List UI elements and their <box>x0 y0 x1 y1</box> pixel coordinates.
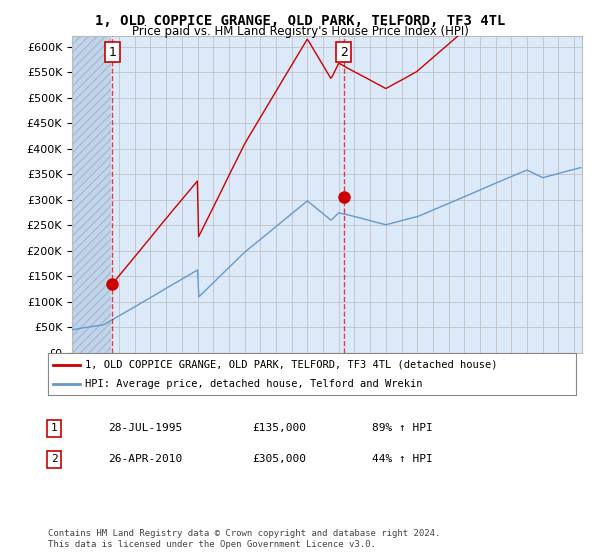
Text: 89% ↑ HPI: 89% ↑ HPI <box>372 423 433 433</box>
Text: 1: 1 <box>50 423 58 433</box>
Text: Price paid vs. HM Land Registry's House Price Index (HPI): Price paid vs. HM Land Registry's House … <box>131 25 469 38</box>
Text: Contains HM Land Registry data © Crown copyright and database right 2024.
This d: Contains HM Land Registry data © Crown c… <box>48 529 440 549</box>
Text: 28-JUL-1995: 28-JUL-1995 <box>108 423 182 433</box>
Text: 1, OLD COPPICE GRANGE, OLD PARK, TELFORD, TF3 4TL (detached house): 1, OLD COPPICE GRANGE, OLD PARK, TELFORD… <box>85 360 497 370</box>
Text: HPI: Average price, detached house, Telford and Wrekin: HPI: Average price, detached house, Telf… <box>85 379 422 389</box>
Text: £135,000: £135,000 <box>252 423 306 433</box>
Text: 2: 2 <box>340 46 348 59</box>
Text: 44% ↑ HPI: 44% ↑ HPI <box>372 454 433 464</box>
Text: £305,000: £305,000 <box>252 454 306 464</box>
Text: 2: 2 <box>50 454 58 464</box>
Text: 1, OLD COPPICE GRANGE, OLD PARK, TELFORD, TF3 4TL: 1, OLD COPPICE GRANGE, OLD PARK, TELFORD… <box>95 14 505 28</box>
Text: 1: 1 <box>109 46 116 59</box>
Text: 26-APR-2010: 26-APR-2010 <box>108 454 182 464</box>
